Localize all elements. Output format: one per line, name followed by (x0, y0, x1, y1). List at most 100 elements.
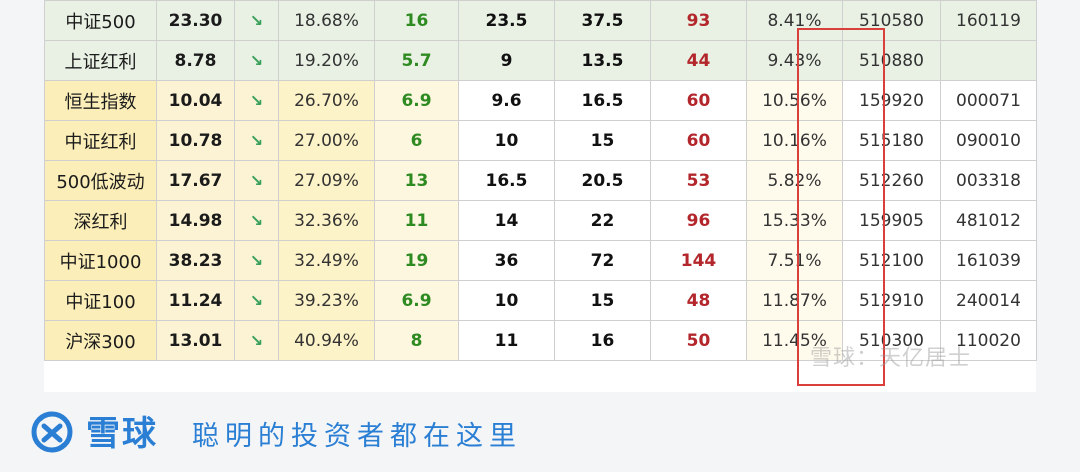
table-row: 深红利 14.98 ↘ 32.36% 11 14 22 96 15.33% 159905 48101… (44, 200, 1037, 241)
mid-threshold-1-cell: 11 (458, 320, 555, 361)
brand-name[interactable]: 雪球 (86, 414, 158, 454)
index-name-cell: 沪深300 (44, 320, 157, 361)
percentile-cell: 39.23% (278, 280, 375, 321)
yield-cell: 7.51% (746, 240, 843, 281)
high-threshold-cell: 60 (650, 80, 747, 121)
table-row: 恒生指数 10.04 ↘ 26.70% 6.9 9.6 16.5 60 10.56% 159920… (44, 80, 1037, 121)
mid-threshold-1-cell: 36 (458, 240, 555, 281)
trend-arrow-icon: ↘ (234, 120, 279, 161)
high-threshold-cell: 44 (650, 40, 747, 81)
index-name-cell: 500低波动 (44, 160, 157, 201)
trend-arrow-icon: ↘ (234, 40, 279, 81)
snowball-logo-icon (31, 411, 73, 453)
percentile-cell: 27.09% (278, 160, 375, 201)
low-threshold-cell: 11 (374, 200, 459, 241)
index-name-cell: 上证红利 (44, 40, 157, 81)
fund-code-1-cell: 512260 (842, 160, 941, 201)
mid-threshold-2-cell: 15 (554, 280, 651, 321)
pe-value-cell: 17.67 (156, 160, 235, 201)
slogan-text: 聪明的投资者都在这里 (192, 421, 522, 452)
low-threshold-cell: 5.7 (374, 40, 459, 81)
fund-code-1-cell: 510580 (842, 0, 941, 41)
trend-arrow-icon: ↘ (234, 280, 279, 321)
fund-code-1-cell: 512100 (842, 240, 941, 281)
mid-threshold-1-cell: 14 (458, 200, 555, 241)
mid-threshold-1-cell: 10 (458, 120, 555, 161)
index-name-cell: 恒生指数 (44, 80, 157, 121)
mid-threshold-1-cell: 9.6 (458, 80, 555, 121)
fund-code-2-cell: 160119 (940, 0, 1037, 41)
low-threshold-cell: 6.9 (374, 280, 459, 321)
table-row: 500低波动 17.67 ↘ 27.09% 13 16.5 20.5 53 5.82% 51226… (44, 160, 1037, 201)
fund-code-1-cell: 515180 (842, 120, 941, 161)
mid-threshold-2-cell: 22 (554, 200, 651, 241)
pe-value-cell: 23.30 (156, 0, 235, 41)
percentile-cell: 26.70% (278, 80, 375, 121)
trend-arrow-icon: ↘ (234, 200, 279, 241)
index-name-cell: 中证500 (44, 0, 157, 41)
high-threshold-cell: 93 (650, 0, 747, 41)
high-threshold-cell: 96 (650, 200, 747, 241)
low-threshold-cell: 19 (374, 240, 459, 281)
low-threshold-cell: 16 (374, 0, 459, 41)
fund-code-1-cell: 159920 (842, 80, 941, 121)
pe-value-cell: 14.98 (156, 200, 235, 241)
mid-threshold-1-cell: 10 (458, 280, 555, 321)
high-threshold-cell: 53 (650, 160, 747, 201)
low-threshold-cell: 6 (374, 120, 459, 161)
mid-threshold-1-cell: 16.5 (458, 160, 555, 201)
table-row: 沪深300 13.01 ↘ 40.94% 8 11 16 50 11.45% 510300 1100… (44, 320, 1037, 361)
yield-cell: 5.82% (746, 160, 843, 201)
pe-value-cell: 8.78 (156, 40, 235, 81)
percentile-cell: 32.36% (278, 200, 375, 241)
fund-code-1-cell: 512910 (842, 280, 941, 321)
mid-threshold-2-cell: 13.5 (554, 40, 651, 81)
low-threshold-cell: 6.9 (374, 80, 459, 121)
index-name-cell: 深红利 (44, 200, 157, 241)
fund-code-2-cell: 481012 (940, 200, 1037, 241)
trend-arrow-icon: ↘ (234, 80, 279, 121)
mid-threshold-2-cell: 37.5 (554, 0, 651, 41)
index-name-cell: 中证红利 (44, 120, 157, 161)
mid-threshold-1-cell: 9 (458, 40, 555, 81)
yield-cell: 11.87% (746, 280, 843, 321)
low-threshold-cell: 8 (374, 320, 459, 361)
yield-cell: 10.56% (746, 80, 843, 121)
pe-value-cell: 13.01 (156, 320, 235, 361)
high-threshold-cell: 50 (650, 320, 747, 361)
mid-threshold-2-cell: 16.5 (554, 80, 651, 121)
pe-value-cell: 10.04 (156, 80, 235, 121)
mid-threshold-2-cell: 72 (554, 240, 651, 281)
table-row: 中证100 11.24 ↘ 39.23% 6.9 10 15 48 11.87% 512910 24… (44, 280, 1037, 321)
fund-code-1-cell: 159905 (842, 200, 941, 241)
percentile-cell: 32.49% (278, 240, 375, 281)
percentile-cell: 19.20% (278, 40, 375, 81)
table-row: 中证红利 10.78 ↘ 27.00% 6 10 15 60 10.16% 515180 09001… (44, 120, 1037, 161)
yield-cell: 8.41% (746, 0, 843, 41)
valuation-table-container: 中证500 23.30 ↘ 18.68% 16 23.5 37.5 93 8.41% 510580… (44, 0, 1037, 392)
fund-code-2-cell (940, 40, 1037, 81)
percentile-cell: 18.68% (278, 0, 375, 41)
fund-code-2-cell: 161039 (940, 240, 1037, 281)
fund-code-1-cell: 510300 (842, 320, 941, 361)
mid-threshold-2-cell: 20.5 (554, 160, 651, 201)
pe-value-cell: 11.24 (156, 280, 235, 321)
valuation-table: 中证500 23.30 ↘ 18.68% 16 23.5 37.5 93 8.41% 510580… (44, 0, 1037, 361)
high-threshold-cell: 144 (650, 240, 747, 281)
high-threshold-cell: 60 (650, 120, 747, 161)
mid-threshold-1-cell: 23.5 (458, 0, 555, 41)
mid-threshold-2-cell: 16 (554, 320, 651, 361)
yield-cell: 10.16% (746, 120, 843, 161)
fund-code-2-cell: 240014 (940, 280, 1037, 321)
fund-code-2-cell: 003318 (940, 160, 1037, 201)
table-row: 中证500 23.30 ↘ 18.68% 16 23.5 37.5 93 8.41% 510580… (44, 0, 1037, 41)
pe-value-cell: 38.23 (156, 240, 235, 281)
yield-cell: 9.43% (746, 40, 843, 81)
fund-code-2-cell: 090010 (940, 120, 1037, 161)
trend-arrow-icon: ↘ (234, 320, 279, 361)
yield-cell: 11.45% (746, 320, 843, 361)
mid-threshold-2-cell: 15 (554, 120, 651, 161)
trend-arrow-icon: ↘ (234, 240, 279, 281)
percentile-cell: 40.94% (278, 320, 375, 361)
pe-value-cell: 10.78 (156, 120, 235, 161)
